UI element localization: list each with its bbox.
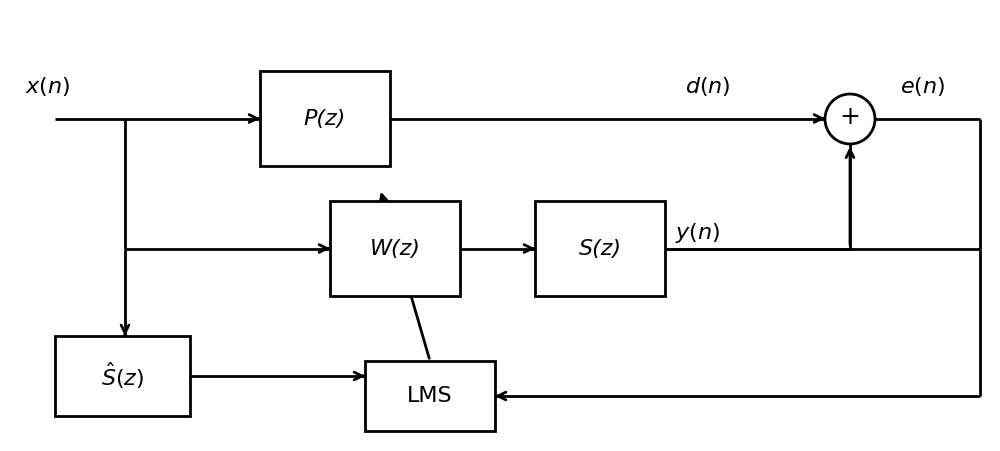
Text: $\hat{S}(z)$: $\hat{S}(z)$ — [101, 361, 144, 391]
Text: P(z): P(z) — [304, 109, 346, 129]
Text: $x(n)$: $x(n)$ — [25, 74, 70, 97]
Text: W(z): W(z) — [370, 239, 420, 258]
Bar — [535, 201, 665, 296]
Text: $d(n)$: $d(n)$ — [685, 74, 731, 97]
Text: LMS: LMS — [407, 386, 453, 406]
Text: $e(n)$: $e(n)$ — [900, 74, 945, 97]
Circle shape — [825, 94, 875, 144]
Bar — [55, 336, 190, 416]
Text: +: + — [840, 105, 860, 129]
Text: $y(n)$: $y(n)$ — [675, 221, 720, 245]
Bar — [365, 361, 495, 431]
Bar — [330, 201, 460, 296]
Bar — [260, 71, 390, 166]
Text: S(z): S(z) — [578, 239, 622, 258]
